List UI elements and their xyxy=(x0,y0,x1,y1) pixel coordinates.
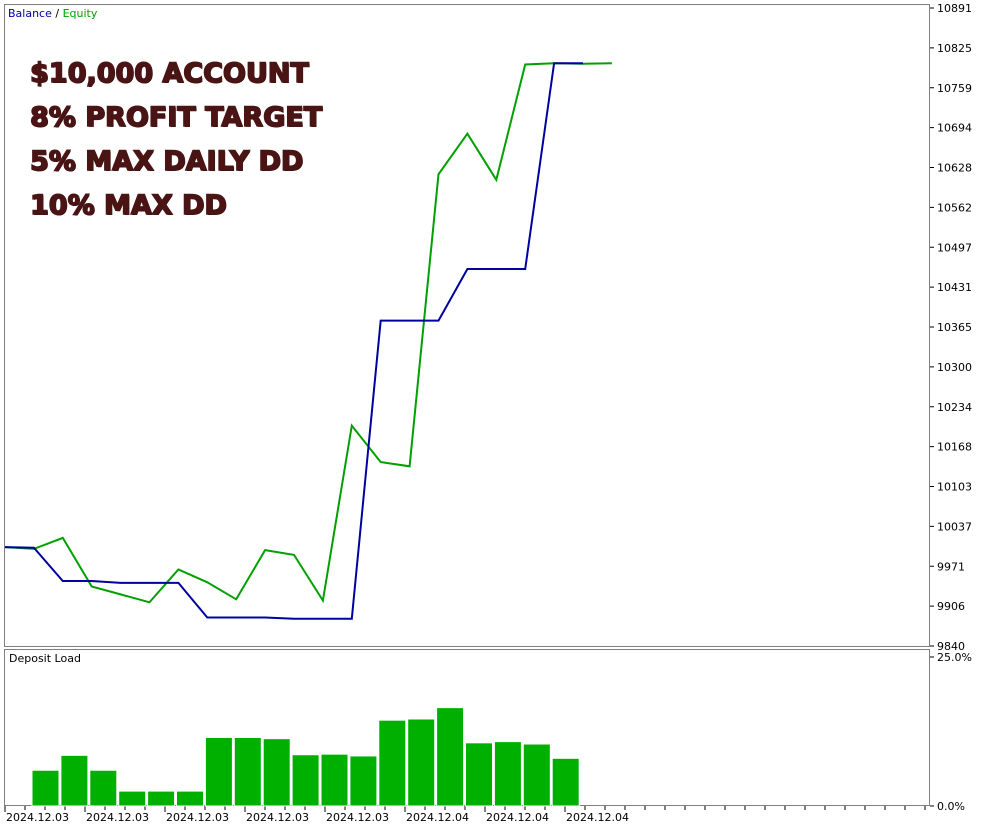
annotation-line-profit-target: 8% PROFIT TARGET xyxy=(29,101,323,134)
deposit-load-tick-label: 0.0% xyxy=(937,800,965,813)
x-tick-label: 2024.12.03 xyxy=(6,811,69,824)
y-tick-label: 10431 xyxy=(937,281,972,294)
deposit-load-bar xyxy=(407,718,436,807)
deposit-load-bar xyxy=(551,757,580,807)
y-tick-label: 10103 xyxy=(937,481,972,494)
y-tick-label: 10891 xyxy=(937,2,972,15)
y-tick-label: 10562 xyxy=(937,201,972,214)
annotation-line-account: $10,000 ACCOUNT xyxy=(29,57,309,90)
equity-line xyxy=(4,62,612,604)
y-tick-label: 10825 xyxy=(937,42,972,55)
annotation-line-daily-dd: 5% MAX DAILY DD xyxy=(29,145,304,178)
deposit-load-bar xyxy=(291,754,320,807)
deposit-load-bar xyxy=(89,769,118,807)
legend-separator: / xyxy=(55,7,60,20)
x-tick-label: 2024.12.03 xyxy=(86,811,149,824)
legend: Balance / Equity xyxy=(8,7,97,21)
y-tick-label: 10037 xyxy=(937,520,972,533)
deposit-load-bar xyxy=(436,707,465,807)
x-tick-label: 2024.12.04 xyxy=(486,811,549,824)
deposit-load-bar xyxy=(378,719,407,807)
deposit-load-bar xyxy=(147,790,176,807)
y-tick-label: 10300 xyxy=(937,361,972,374)
deposit-load-bar xyxy=(522,743,551,807)
y-tick-label: 10759 xyxy=(937,82,972,95)
x-axis: 2024.12.03 2024.12.03 2024.12.03 2024.12.03… xyxy=(4,806,926,824)
main-y-axis: 10891 10825 10759 10694 10628 10562 10497 10431… xyxy=(930,2,972,653)
deposit-load-bar xyxy=(465,742,493,807)
y-tick-label: 10694 xyxy=(937,122,972,135)
y-tick-label: 9971 xyxy=(937,560,965,573)
deposit-load-title: Deposit Load xyxy=(9,652,81,665)
y-tick-label: 10497 xyxy=(937,241,972,254)
deposit-load-tick-label: 25.0% xyxy=(937,651,972,664)
deposit-load-bar xyxy=(262,738,291,807)
main-chart-frame xyxy=(4,4,930,647)
x-tick-label: 2024.12.03 xyxy=(166,811,229,824)
y-tick-label: 9906 xyxy=(937,600,965,613)
series-lines xyxy=(4,62,612,620)
deposit-load-y-axis: 25.0% 0.0% xyxy=(930,651,972,813)
deposit-load-bar xyxy=(493,741,522,807)
deposit-load-bar xyxy=(204,736,233,807)
y-tick-label: 10168 xyxy=(937,441,972,454)
y-tick-label: 9840 xyxy=(937,640,965,653)
y-tick-label: 10365 xyxy=(937,321,972,334)
y-tick-label: 10628 xyxy=(937,162,972,175)
legend-equity: Equity xyxy=(62,7,98,20)
deposit-load-bar xyxy=(60,754,89,807)
deposit-load-bar xyxy=(233,736,262,807)
x-tick-label: 2024.12.04 xyxy=(566,811,629,824)
deposit-load-bars xyxy=(31,707,580,807)
deposit-load-bar xyxy=(176,790,204,807)
annotation-line-max-dd: 10% MAX DD xyxy=(29,189,227,222)
y-tick-label: 10234 xyxy=(937,401,972,414)
balance-line xyxy=(4,62,583,620)
x-tick-label: 2024.12.03 xyxy=(326,811,389,824)
legend-balance: Balance xyxy=(8,7,52,20)
deposit-load-bar xyxy=(118,790,147,807)
deposit-load-bar xyxy=(320,753,349,807)
x-tick-label: 2024.12.03 xyxy=(246,811,309,824)
deposit-load-bar xyxy=(31,769,60,807)
deposit-load-bar xyxy=(349,755,378,807)
account-rules-annotation: $10,000 ACCOUNT 8% PROFIT TARGET 5% MAX … xyxy=(29,52,323,228)
x-tick-label: 2024.12.04 xyxy=(406,811,469,824)
